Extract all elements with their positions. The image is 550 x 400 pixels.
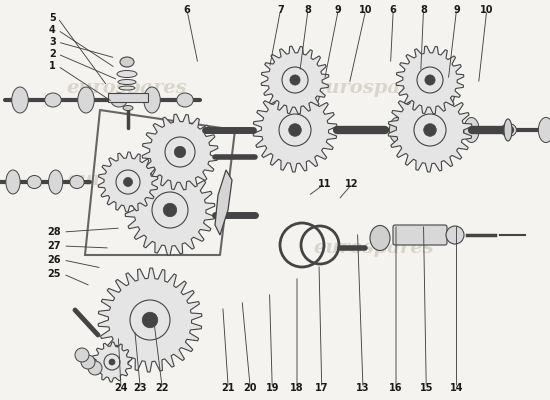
Text: 6: 6 (184, 5, 190, 15)
Text: 5: 5 (49, 13, 56, 23)
Ellipse shape (370, 226, 390, 250)
Text: 27: 27 (48, 241, 61, 251)
Ellipse shape (111, 93, 127, 107)
Ellipse shape (501, 124, 516, 136)
Text: 10: 10 (480, 5, 493, 15)
Ellipse shape (427, 124, 442, 136)
Polygon shape (261, 46, 329, 114)
Circle shape (124, 178, 133, 186)
Ellipse shape (144, 87, 160, 113)
Ellipse shape (6, 170, 20, 194)
Circle shape (279, 114, 311, 146)
Circle shape (174, 146, 186, 158)
Ellipse shape (119, 86, 135, 90)
Ellipse shape (120, 57, 134, 67)
Polygon shape (98, 268, 202, 372)
Text: 9: 9 (453, 5, 460, 15)
Ellipse shape (538, 118, 550, 142)
Polygon shape (98, 152, 158, 212)
Polygon shape (142, 114, 218, 190)
Bar (108, 93, 148, 102)
Text: 17: 17 (315, 383, 328, 393)
Ellipse shape (78, 87, 94, 113)
Ellipse shape (12, 87, 28, 113)
Circle shape (104, 354, 120, 370)
Polygon shape (215, 170, 232, 235)
Ellipse shape (27, 176, 41, 188)
Text: 7: 7 (277, 5, 284, 15)
Text: 16: 16 (389, 383, 403, 393)
Circle shape (290, 75, 300, 85)
Circle shape (81, 355, 95, 369)
Circle shape (165, 137, 195, 167)
Circle shape (289, 124, 301, 136)
Text: 18: 18 (290, 383, 304, 393)
Text: 8: 8 (420, 5, 427, 15)
Circle shape (424, 124, 436, 136)
Text: 20: 20 (244, 383, 257, 393)
Polygon shape (388, 88, 472, 172)
Circle shape (142, 312, 158, 328)
Polygon shape (253, 88, 337, 172)
Ellipse shape (45, 93, 61, 107)
Text: 21: 21 (222, 383, 235, 393)
Text: 23: 23 (134, 383, 147, 393)
Circle shape (75, 348, 89, 362)
Text: eurospares: eurospares (66, 171, 187, 189)
FancyBboxPatch shape (393, 225, 447, 245)
Circle shape (116, 170, 140, 194)
Text: 14: 14 (450, 383, 463, 393)
Text: 22: 22 (156, 383, 169, 393)
Text: 6: 6 (390, 5, 397, 15)
Text: eurospares: eurospares (314, 239, 435, 257)
Circle shape (130, 300, 170, 340)
Text: eurospares: eurospares (66, 79, 187, 97)
Text: 13: 13 (356, 383, 370, 393)
Text: 12: 12 (345, 179, 359, 189)
Polygon shape (92, 342, 132, 382)
Circle shape (163, 203, 177, 217)
Ellipse shape (123, 106, 133, 110)
Text: 15: 15 (420, 383, 433, 393)
Circle shape (414, 114, 446, 146)
Ellipse shape (48, 170, 63, 194)
Text: 1: 1 (49, 61, 56, 71)
Ellipse shape (177, 93, 193, 107)
Text: 4: 4 (49, 25, 56, 35)
Polygon shape (396, 46, 464, 114)
Text: 19: 19 (266, 383, 279, 393)
Text: 24: 24 (114, 383, 128, 393)
Ellipse shape (504, 119, 512, 141)
Text: 2: 2 (49, 49, 56, 59)
Circle shape (425, 75, 435, 85)
Text: 25: 25 (48, 269, 61, 279)
Circle shape (88, 361, 102, 375)
Circle shape (446, 226, 464, 244)
Circle shape (282, 67, 308, 93)
Ellipse shape (117, 70, 137, 78)
Polygon shape (125, 165, 215, 255)
Text: 9: 9 (335, 5, 342, 15)
Text: 8: 8 (305, 5, 311, 15)
Text: 26: 26 (48, 255, 61, 265)
Text: 28: 28 (48, 227, 61, 237)
Text: 10: 10 (359, 5, 372, 15)
Text: 3: 3 (49, 37, 56, 47)
Ellipse shape (389, 118, 405, 142)
Text: 11: 11 (318, 179, 331, 189)
Ellipse shape (464, 118, 479, 142)
Ellipse shape (70, 176, 84, 188)
Circle shape (109, 359, 115, 365)
Text: eurospares: eurospares (314, 79, 435, 97)
Circle shape (152, 192, 188, 228)
Circle shape (417, 67, 443, 93)
Ellipse shape (118, 80, 136, 84)
